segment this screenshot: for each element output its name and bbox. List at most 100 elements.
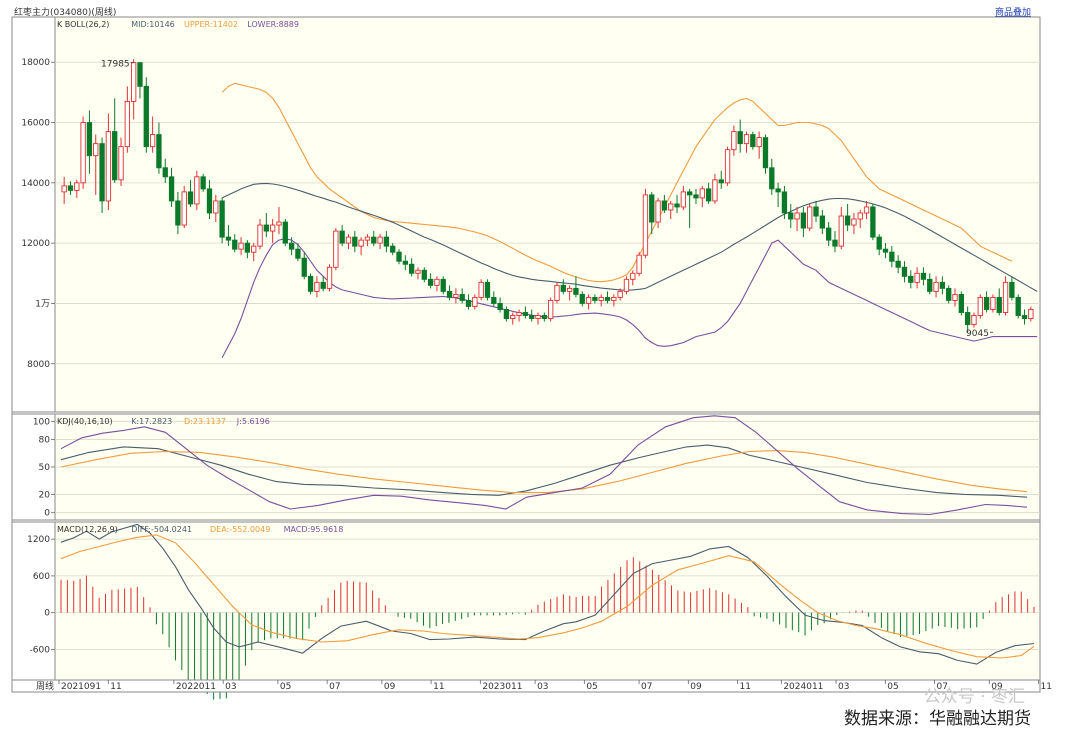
- candle-body: [636, 254, 642, 274]
- price-indicator-value: MID:10146: [131, 20, 175, 29]
- candle-body: [775, 188, 781, 193]
- candle: [232, 234, 238, 253]
- x-tick-label: 11: [110, 682, 121, 692]
- candle: [339, 225, 345, 247]
- candle-body: [472, 296, 478, 307]
- candle: [137, 62, 143, 99]
- candle: [307, 273, 314, 295]
- candle: [762, 134, 769, 174]
- candle-body: [358, 239, 364, 247]
- candle: [636, 252, 642, 277]
- candle-body: [257, 224, 263, 247]
- candle: [276, 206, 282, 235]
- macd-diff-line: [60, 523, 1035, 665]
- candle-body: [649, 194, 655, 223]
- candle: [838, 206, 844, 250]
- candle-body: [301, 257, 307, 277]
- x-tick-label: 2023011: [482, 682, 522, 692]
- candle-body: [813, 206, 819, 217]
- price-y-tick-label: 12000: [21, 239, 50, 249]
- candle: [162, 158, 168, 183]
- x-tick-label: 05: [280, 682, 291, 692]
- candle: [642, 188, 649, 259]
- candle-body: [939, 281, 946, 289]
- candle: [377, 234, 383, 250]
- candle-body: [870, 206, 876, 238]
- x-tick-label: 07: [937, 682, 948, 692]
- candle-body: [516, 312, 522, 316]
- candle: [554, 282, 560, 304]
- candle: [996, 288, 1002, 316]
- candle: [383, 231, 390, 253]
- candle-body: [415, 269, 421, 274]
- candle: [876, 234, 882, 256]
- candle: [1002, 276, 1009, 316]
- x-tick-label: 2022011: [176, 682, 216, 692]
- chart-title: 红枣主力(034080)(周线): [14, 8, 117, 18]
- candle: [794, 206, 800, 232]
- candle-body: [282, 221, 288, 244]
- candle-body: [251, 245, 257, 253]
- candle: [118, 137, 124, 186]
- candle-body: [225, 236, 232, 241]
- candle-body: [554, 284, 560, 301]
- candle: [333, 228, 339, 271]
- price-legend: K BOLL(26,2) MID:10146 UPPER:11402 LOWER:88…: [57, 20, 299, 29]
- price-y-tick-label: 18000: [21, 58, 50, 68]
- candle: [832, 231, 838, 253]
- candle-body: [592, 296, 598, 301]
- candle-body: [80, 122, 86, 184]
- candle-body: [1028, 309, 1034, 319]
- x-axis-label: 周线: [36, 680, 54, 692]
- candle-body: [465, 299, 472, 307]
- candle: [560, 279, 566, 295]
- candle: [529, 309, 535, 322]
- kdj-y-tick-label: 0: [44, 509, 50, 519]
- candle-body: [137, 62, 143, 87]
- candle: [86, 110, 93, 174]
- candle: [358, 237, 364, 256]
- candle-body: [377, 236, 383, 244]
- candle-body: [510, 315, 516, 319]
- kdj-indicator-value: J:5.6196: [236, 417, 270, 426]
- candle-body: [364, 236, 371, 241]
- candle-body: [996, 296, 1002, 313]
- candle: [326, 264, 333, 292]
- candle-body: [352, 236, 358, 247]
- candle: [857, 209, 863, 229]
- candle: [522, 306, 529, 319]
- candle: [592, 294, 598, 304]
- candle: [623, 276, 630, 295]
- candle-body: [541, 315, 548, 319]
- candle: [194, 170, 200, 210]
- candle: [1009, 276, 1015, 301]
- candle-body: [1002, 281, 1009, 313]
- candle-body: [156, 134, 162, 169]
- candle-body: [124, 100, 131, 148]
- candle: [288, 237, 295, 256]
- candle-body: [396, 251, 402, 262]
- candle-body: [977, 296, 983, 316]
- candle: [604, 291, 611, 304]
- boll-mid-line: [221, 182, 1038, 292]
- price-annotation: 9045: [966, 329, 989, 339]
- candle-body: [99, 143, 105, 202]
- candle: [257, 219, 263, 250]
- candle-body: [971, 315, 977, 326]
- candle-body: [964, 312, 971, 326]
- candle-body: [781, 191, 788, 214]
- candle: [668, 200, 674, 220]
- candle-body: [724, 149, 731, 184]
- candle: [781, 185, 788, 220]
- candle: [630, 270, 636, 286]
- candle: [402, 255, 409, 271]
- candles: [61, 59, 1034, 333]
- candle-body: [269, 224, 276, 232]
- kdj-y-tick-label: 20: [39, 490, 51, 500]
- overlay-commodity-link[interactable]: 商品叠加: [994, 8, 1031, 18]
- candle: [743, 131, 750, 153]
- candle-body: [825, 227, 832, 241]
- candle-body: [288, 242, 295, 250]
- candle-body: [1015, 296, 1021, 316]
- candle-body: [566, 287, 573, 292]
